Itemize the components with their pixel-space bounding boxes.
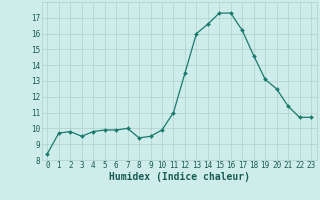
X-axis label: Humidex (Indice chaleur): Humidex (Indice chaleur)	[109, 172, 250, 182]
